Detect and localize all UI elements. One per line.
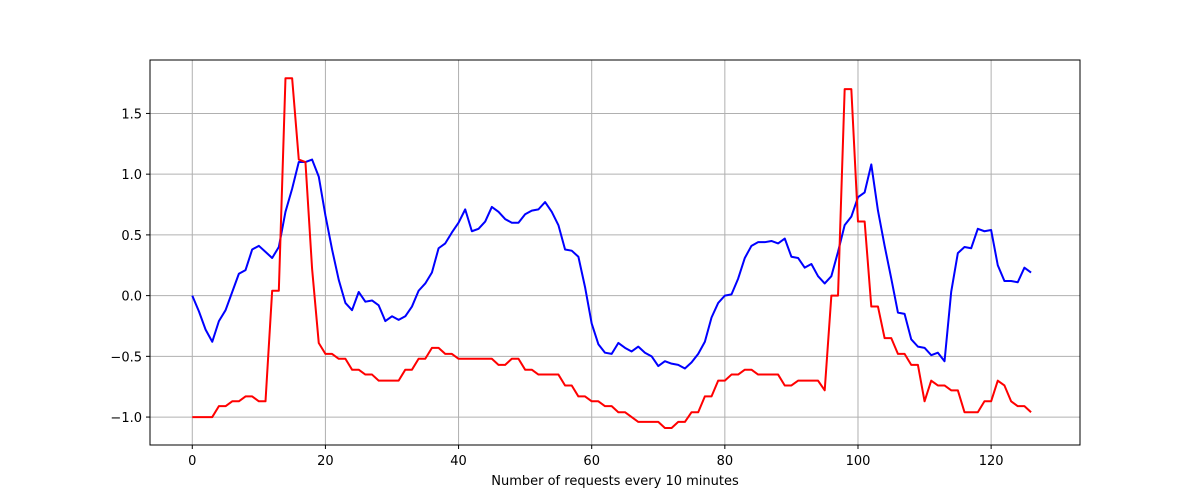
x-tick-label: 0 xyxy=(188,454,196,469)
axis-ticks: 0 20 40 60 80 100 120 −1.0 −0.5 0.0 0.5 1.0 1.5 xyxy=(110,107,1003,469)
x-tick-label: 40 xyxy=(450,454,467,469)
y-tick-label: −1.0 xyxy=(110,411,142,426)
series-line-1 xyxy=(191,158,1032,370)
y-tick-label: 0.5 xyxy=(121,229,142,244)
y-tick-label: 1.5 xyxy=(121,107,142,122)
y-tick-label: 0.0 xyxy=(121,290,142,305)
y-tick-label: 1.0 xyxy=(121,168,142,183)
x-tick-label: 80 xyxy=(717,454,734,469)
plot-frame xyxy=(149,59,1081,446)
series-line-2 xyxy=(192,77,1032,429)
x-tick-label: 120 xyxy=(979,454,1004,469)
x-axis-label: Number of requests every 10 minutes xyxy=(491,474,739,489)
grid-lines xyxy=(150,60,1080,445)
series-lines xyxy=(191,77,1032,429)
x-tick-label: 60 xyxy=(583,454,600,469)
x-tick-label: 100 xyxy=(846,454,871,469)
y-tick-label: −0.5 xyxy=(110,350,142,365)
x-tick-label: 20 xyxy=(317,454,334,469)
